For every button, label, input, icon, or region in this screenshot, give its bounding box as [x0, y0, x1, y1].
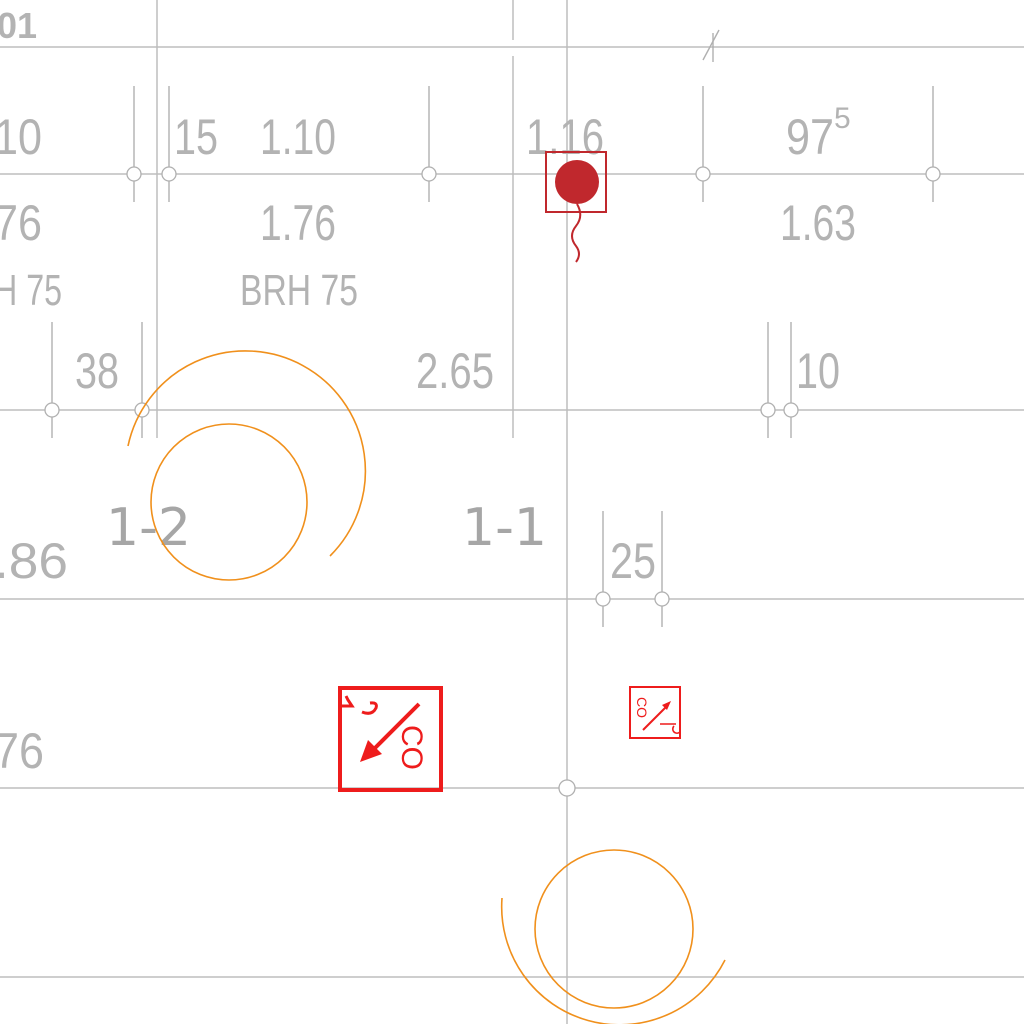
dimension-ticks-row3	[558, 511, 670, 797]
dim-row1-b: 15	[174, 109, 218, 165]
dim-row3-b: 25	[610, 533, 656, 589]
door-swing-bottom	[500, 849, 726, 1024]
dim-row1-e-sup: 5	[834, 102, 851, 135]
break-mark	[702, 29, 720, 61]
co-large-label: CO	[395, 725, 428, 770]
dim-row2-c: 10	[796, 343, 840, 399]
sill-label-b: BRH 75	[240, 266, 358, 315]
co-detector-icon: CO	[629, 686, 681, 739]
height-row1-a: 76	[0, 195, 42, 251]
dim-row1-c: 1.10	[260, 109, 336, 165]
detector-dot-icon	[545, 151, 607, 263]
height-row1-b: 1.76	[260, 195, 336, 251]
dimension-ticks-row2	[44, 322, 799, 438]
dim-row4-a: 76	[0, 723, 44, 779]
dimension-ticks-row1	[126, 86, 941, 202]
dim-row1-a: 10	[0, 109, 42, 165]
dim-row2-a: 38	[75, 343, 119, 399]
co-detector-icon: CO	[338, 686, 443, 792]
dim-row2-b: 2.65	[416, 343, 494, 399]
height-row1-c: 1.63	[780, 195, 856, 251]
dim-row1-d: 1.16	[526, 109, 604, 165]
sheet-ref: 01	[0, 5, 37, 46]
dim-row1-e: 97	[786, 109, 834, 165]
door-swing-left	[127, 350, 367, 581]
room-number-left: 1-2	[106, 498, 191, 558]
co-small-label: CO	[634, 697, 650, 718]
room-number-right: 1-1	[462, 498, 547, 558]
sill-label-a: H 75	[0, 266, 62, 315]
dim-row3-a: .86	[0, 533, 68, 589]
